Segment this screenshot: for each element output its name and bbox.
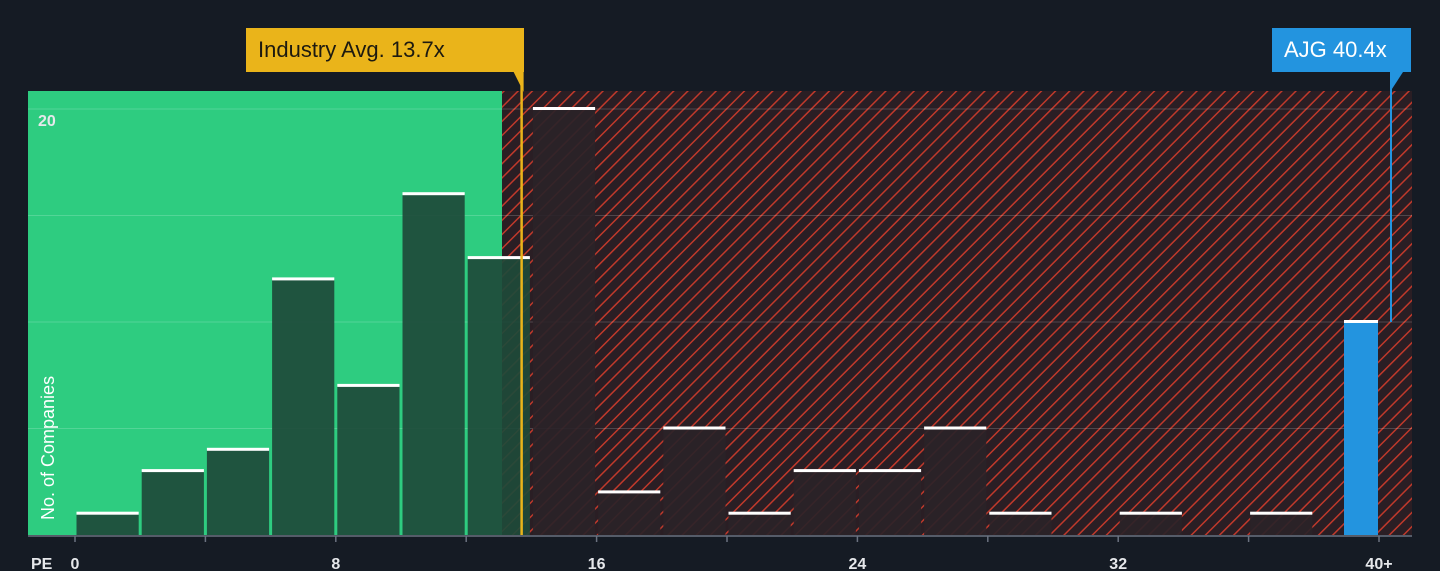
x-tick-label: 16 <box>588 556 606 571</box>
histogram-bar <box>206 449 270 535</box>
bar-top-cap <box>206 447 270 451</box>
histogram-bar <box>924 428 987 535</box>
histogram-bar <box>1250 513 1313 535</box>
bar-top-cap <box>858 469 922 473</box>
bar-top-cap <box>1344 320 1378 323</box>
x-tick-label: 0 <box>71 556 80 571</box>
bar-top-cap <box>924 426 987 430</box>
company-pe-callout: AJG 40.4x <box>1272 28 1411 72</box>
bar-top-cap <box>141 469 204 473</box>
histogram-bar <box>272 279 335 535</box>
bar-top-cap <box>728 511 791 515</box>
industry-average-callout: Industry Avg. 13.7x <box>246 28 524 72</box>
histogram-bar <box>532 109 596 535</box>
histogram-bar <box>1344 322 1378 535</box>
histogram-bar <box>402 194 465 535</box>
histogram-bar <box>467 258 530 535</box>
bar-top-cap <box>76 511 139 515</box>
company-callout-pointer <box>1390 72 1403 92</box>
bar-top-cap <box>793 469 856 473</box>
bar-top-cap <box>1250 511 1313 515</box>
histogram-bar <box>793 471 856 535</box>
histogram-bar <box>76 513 139 535</box>
histogram-bar <box>663 428 726 535</box>
x-tick-label: 24 <box>849 556 867 571</box>
histogram-bar <box>858 471 922 535</box>
bar-top-cap <box>337 383 400 387</box>
y-axis-label: No. of Companies <box>38 375 58 520</box>
bar-top-cap <box>663 426 726 430</box>
histogram-bar <box>728 513 791 535</box>
histogram-bar <box>337 385 400 535</box>
histogram-bar <box>141 471 204 535</box>
bar-top-cap <box>272 277 335 281</box>
bar-top-cap <box>402 192 465 196</box>
histogram-bar <box>598 492 661 535</box>
x-tick-label: 8 <box>331 556 340 571</box>
industry-callout-pointer <box>513 72 524 92</box>
x-tick-label: 40+ <box>1365 556 1392 571</box>
x-axis-label: PE <box>31 556 53 571</box>
x-tick-label: 32 <box>1109 556 1127 571</box>
histogram-bar <box>989 513 1052 535</box>
histogram-bar <box>1119 513 1182 535</box>
y-tick-label: 20 <box>38 113 56 130</box>
bar-top-cap <box>467 256 530 260</box>
bar-top-cap <box>989 511 1052 515</box>
bar-top-cap <box>1119 511 1182 515</box>
bar-top-cap <box>532 107 596 110</box>
bar-top-cap <box>598 490 661 494</box>
